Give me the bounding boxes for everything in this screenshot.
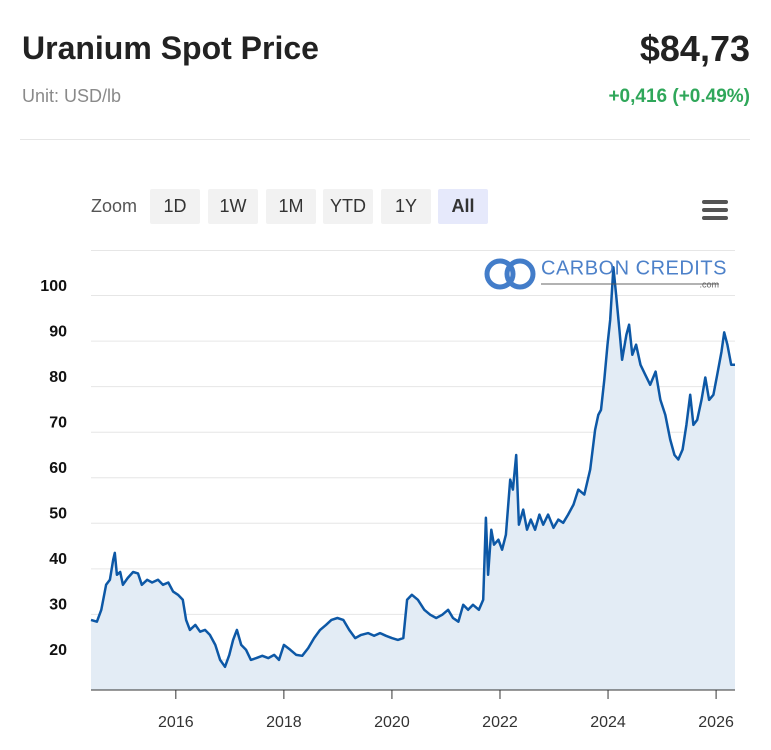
separator [20,139,750,140]
price: $84,73 [639,28,750,69]
watermark-text: CARBON CREDITS [541,257,727,279]
zoom-button-bg [208,189,258,224]
zoom-button-label: 1M [278,196,303,216]
zoom-button[interactable]: 1M [266,189,316,224]
x-tick-label: 2016 [158,714,194,731]
zoom-button-bg [266,189,316,224]
x-tick-label: 2018 [266,714,302,731]
zoom-button-label: 1D [163,196,186,216]
y-tick-label: 70 [49,414,67,431]
title: Uranium Spot Price [22,30,319,66]
watermark-suffix: .com [699,279,719,289]
y-tick-label: 100 [40,278,67,295]
y-tick-label: 90 [49,323,67,340]
y-tick-label: 40 [49,551,67,568]
zoom-button[interactable]: 1D [150,189,200,224]
zoom-button-bg [323,189,373,224]
zoom-button-bg [438,189,488,224]
zoom-label: Zoom [91,196,137,216]
x-tick-label: 2022 [482,714,518,731]
y-tick-label: 50 [49,506,67,523]
zoom-button-bg [381,189,431,224]
menu-bar [702,208,728,212]
menu-bar [702,200,728,204]
y-tick-label: 20 [49,642,67,659]
zoom-button[interactable]: All [438,189,488,224]
zoom-button[interactable]: 1W [208,189,258,224]
zoom-button-bg [150,189,200,224]
y-tick-label: 80 [49,369,67,386]
x-tick-label: 2024 [590,714,626,731]
y-tick-label: 60 [49,460,67,477]
watermark: CARBON CREDITS .com [484,257,727,290]
x-tick-label: 2026 [698,714,734,731]
zoom-button-label: 1Y [395,196,417,216]
menu-bar [702,216,728,220]
zoom-button[interactable]: 1Y [381,189,431,224]
y-tick-label: 30 [49,597,67,614]
area-fill [91,267,735,690]
zoom-button[interactable]: YTD [323,189,373,224]
menu-button[interactable] [702,200,728,220]
zoom-button-label: All [451,196,474,216]
logo-ring [484,258,516,290]
price-change: +0,416 (+0.49%) [608,86,750,107]
logo-ring [504,258,536,290]
price-line [90,266,735,669]
x-tick-label: 2020 [374,714,410,731]
unit: Unit: USD/lb [22,86,122,106]
zoom-button-label: YTD [330,196,366,216]
zoom-button-label: 1W [220,196,247,216]
